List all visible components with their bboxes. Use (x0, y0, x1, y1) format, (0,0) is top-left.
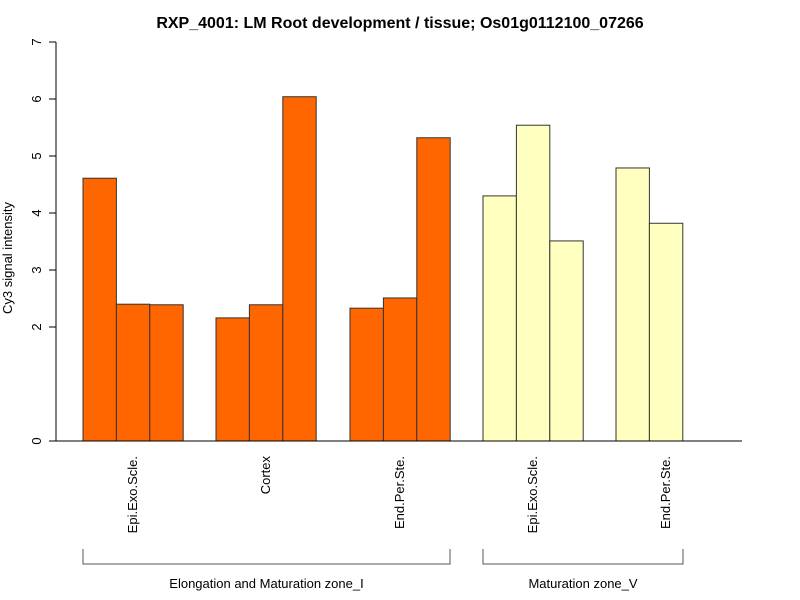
x-tick-labels: Epi.Exo.Scle. Cortex End.Per.Ste. Epi.Exo.S… (125, 456, 673, 534)
bar (215, 317, 250, 442)
bar (615, 167, 650, 442)
bar (416, 137, 451, 442)
y-tick-label: 7 (29, 38, 44, 45)
y-tick-label: 0 (29, 437, 44, 444)
y-tick-label: 5 (29, 152, 44, 159)
bar (382, 297, 418, 442)
y-tick-label: 6 (29, 95, 44, 102)
bar (248, 304, 284, 442)
group-bracket (82, 549, 451, 565)
bar (349, 307, 384, 442)
bar (82, 177, 117, 442)
bar (549, 240, 584, 442)
bar (115, 303, 151, 442)
x-tick-label: Epi.Exo.Scle. (125, 456, 140, 533)
bars (82, 96, 684, 442)
chart-title: RXP_4001: LM Root development / tissue; … (156, 15, 643, 32)
bar (282, 96, 317, 442)
x-tick-label: End.Per.Ste. (658, 456, 673, 529)
x-tick-label: Epi.Exo.Scle. (525, 456, 540, 533)
x-tick-label: Cortex (258, 456, 273, 495)
group-brackets: Elongation and Maturation zone_I Maturati… (82, 549, 684, 591)
group-bracket (482, 549, 684, 565)
y-axis: 0 2 3 4 5 6 7 (29, 38, 57, 445)
bar (648, 222, 684, 442)
bar (515, 124, 551, 442)
bar (149, 304, 184, 442)
y-tick-label: 3 (29, 266, 44, 273)
y-axis-label: Cy3 signal intensity (0, 202, 15, 314)
group-label: Elongation and Maturation zone_I (169, 576, 363, 591)
y-tick-label: 4 (29, 209, 44, 216)
group-label: Maturation zone_V (528, 576, 637, 591)
x-tick-label: End.Per.Ste. (392, 456, 407, 529)
y-tick-label: 2 (29, 323, 44, 330)
bar (482, 195, 517, 442)
